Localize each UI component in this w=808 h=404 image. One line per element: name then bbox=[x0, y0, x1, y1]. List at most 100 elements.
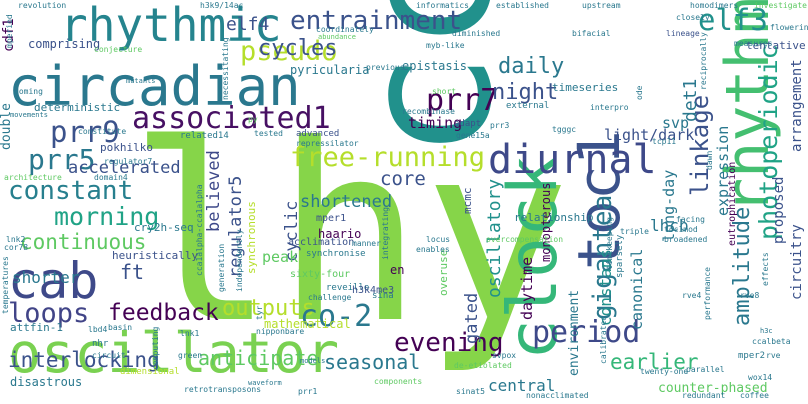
word-core: core bbox=[380, 168, 426, 190]
word-mper1: mper1 bbox=[316, 213, 347, 224]
word-coffee: coffee bbox=[740, 391, 769, 400]
word-lbd4: lbd4 bbox=[88, 325, 108, 334]
word-believed: believed bbox=[204, 150, 224, 232]
word-ft: ft bbox=[120, 260, 145, 284]
word-earlier: earlier bbox=[610, 350, 699, 374]
word-elf4: elf4 bbox=[226, 14, 270, 35]
word-investigate: investigate bbox=[754, 1, 807, 10]
word-lhcb: lhcb bbox=[650, 216, 689, 235]
word-circuitry: circuitry bbox=[789, 224, 805, 300]
word-shortened: shortened bbox=[300, 192, 393, 212]
word-tcp11: tcp11 bbox=[652, 137, 677, 146]
word-proposed: proposed bbox=[771, 176, 787, 244]
word-acclimation: acclimation bbox=[288, 237, 355, 248]
word-timing: timing bbox=[408, 114, 463, 132]
word-conjecture: conjecture bbox=[94, 45, 143, 54]
word-established: established bbox=[496, 1, 549, 10]
word-cab: cab bbox=[8, 252, 99, 310]
word-flowering: flowering bbox=[770, 23, 808, 32]
word-mutants: mutants bbox=[126, 77, 156, 85]
word-mathematical: mathematical bbox=[264, 317, 351, 331]
word-nipponbare: nipponbare bbox=[256, 327, 305, 336]
word-prr7: prr7 bbox=[426, 83, 499, 118]
word-rve8: rve8 bbox=[740, 291, 760, 300]
word-sinat5: sinat5 bbox=[456, 387, 485, 396]
word-pokhilko: pokhilko bbox=[100, 141, 153, 154]
word-closely: closely bbox=[676, 13, 710, 22]
word-triple: triple bbox=[620, 227, 649, 236]
word-canonical: canonical bbox=[628, 248, 646, 330]
word-adapt: adapt bbox=[454, 119, 482, 129]
word-environment: environment bbox=[567, 289, 582, 376]
word-svpox: svpox bbox=[492, 351, 517, 360]
word-eutrophication: eutrophication bbox=[727, 161, 738, 246]
word-peak: peak bbox=[262, 248, 299, 266]
word-comprising: comprising bbox=[28, 37, 101, 51]
word-effects: effects bbox=[761, 252, 770, 286]
word-tyr: tyr bbox=[255, 305, 264, 320]
word-parallel: parallel bbox=[686, 365, 725, 374]
word-challenge: challenge bbox=[308, 293, 352, 302]
word-de-etiolated: de-etiolated bbox=[454, 361, 512, 370]
word-synchronous: synchronous bbox=[245, 201, 258, 274]
word-related14: related14 bbox=[180, 131, 229, 141]
word-toc1mod: toc1mod bbox=[664, 225, 698, 234]
word-entrainment: entrainment bbox=[290, 6, 463, 36]
word-gene15a: gene15a bbox=[456, 131, 490, 140]
word-night: night bbox=[492, 80, 559, 105]
word-continuous: continuous bbox=[20, 230, 147, 254]
word-cycles: cycles bbox=[258, 36, 338, 61]
word-synchronise: synchronise bbox=[306, 249, 366, 259]
word-ccalbeta: ccalbeta bbox=[752, 337, 791, 346]
word-lineage: lineage bbox=[666, 29, 700, 38]
word-central: central bbox=[488, 376, 556, 395]
word-prr5: prr5 bbox=[28, 143, 96, 176]
word-attfin-1: attfin-1 bbox=[10, 321, 63, 334]
word-ode: ode bbox=[635, 85, 644, 100]
word-daytime: daytime bbox=[518, 256, 536, 320]
word-wox14: wox14 bbox=[748, 373, 773, 382]
word-heuristically: heuristically bbox=[112, 249, 199, 262]
word-mcmc: mcmc bbox=[461, 187, 474, 215]
word-gated: gated bbox=[462, 292, 482, 344]
word-h3c: h3c bbox=[760, 327, 773, 335]
word-pyricularia: pyricularia bbox=[290, 63, 370, 77]
word-models: models bbox=[300, 357, 326, 365]
word-facing: facing bbox=[676, 215, 705, 224]
word-lhy: lhy bbox=[128, 92, 571, 377]
word-evening: evening bbox=[394, 328, 504, 358]
word-shorter: shorter bbox=[12, 268, 80, 287]
word-mper2: mper2 bbox=[738, 351, 766, 361]
word-broadened: broadened bbox=[664, 235, 708, 244]
word-haario: haario bbox=[318, 227, 362, 241]
word-cca1alpha-cca1alpha: cca1alpha-cca1alpha bbox=[195, 184, 204, 276]
word-waveform: waveform bbox=[248, 379, 282, 387]
word-bifacial: bifacial bbox=[572, 29, 611, 38]
word-temperatures: temperatures bbox=[1, 256, 10, 314]
word-en: en bbox=[390, 263, 405, 277]
word-locus: locus bbox=[426, 235, 451, 244]
word-svp: svp bbox=[662, 114, 690, 132]
word-lnk2: lnk2 bbox=[6, 235, 26, 244]
word-oscillator: oscillator bbox=[8, 321, 340, 385]
word-advanced: advanced bbox=[296, 129, 340, 139]
word-informatics: informatics bbox=[416, 1, 469, 10]
word-coordinately: coordinately bbox=[316, 25, 374, 34]
word-rhythmic: rhythmic bbox=[60, 0, 282, 52]
word-prr9: prr9 bbox=[50, 115, 120, 149]
word-architecture: architecture bbox=[4, 173, 62, 182]
word-mperiod: mperiod bbox=[5, 14, 14, 48]
word-tested: tested bbox=[254, 129, 283, 138]
word-lnk1: lnk1 bbox=[180, 329, 200, 338]
word-tentative: tentative bbox=[746, 39, 806, 52]
word-overuse: overuse bbox=[437, 249, 450, 296]
word-upstream: upstream bbox=[582, 1, 621, 10]
word-pseudo: pseudo bbox=[240, 36, 338, 67]
word-free-running: free-running bbox=[290, 142, 486, 173]
word-integrating: integrating bbox=[381, 207, 390, 260]
word-enables: enables bbox=[416, 245, 450, 254]
word-generation: generation bbox=[217, 243, 226, 292]
word-cry2h-seq: cry2h-seq bbox=[134, 221, 194, 234]
word-feedback: feedback bbox=[108, 300, 219, 326]
word-myb-like: myb-like bbox=[426, 41, 465, 50]
